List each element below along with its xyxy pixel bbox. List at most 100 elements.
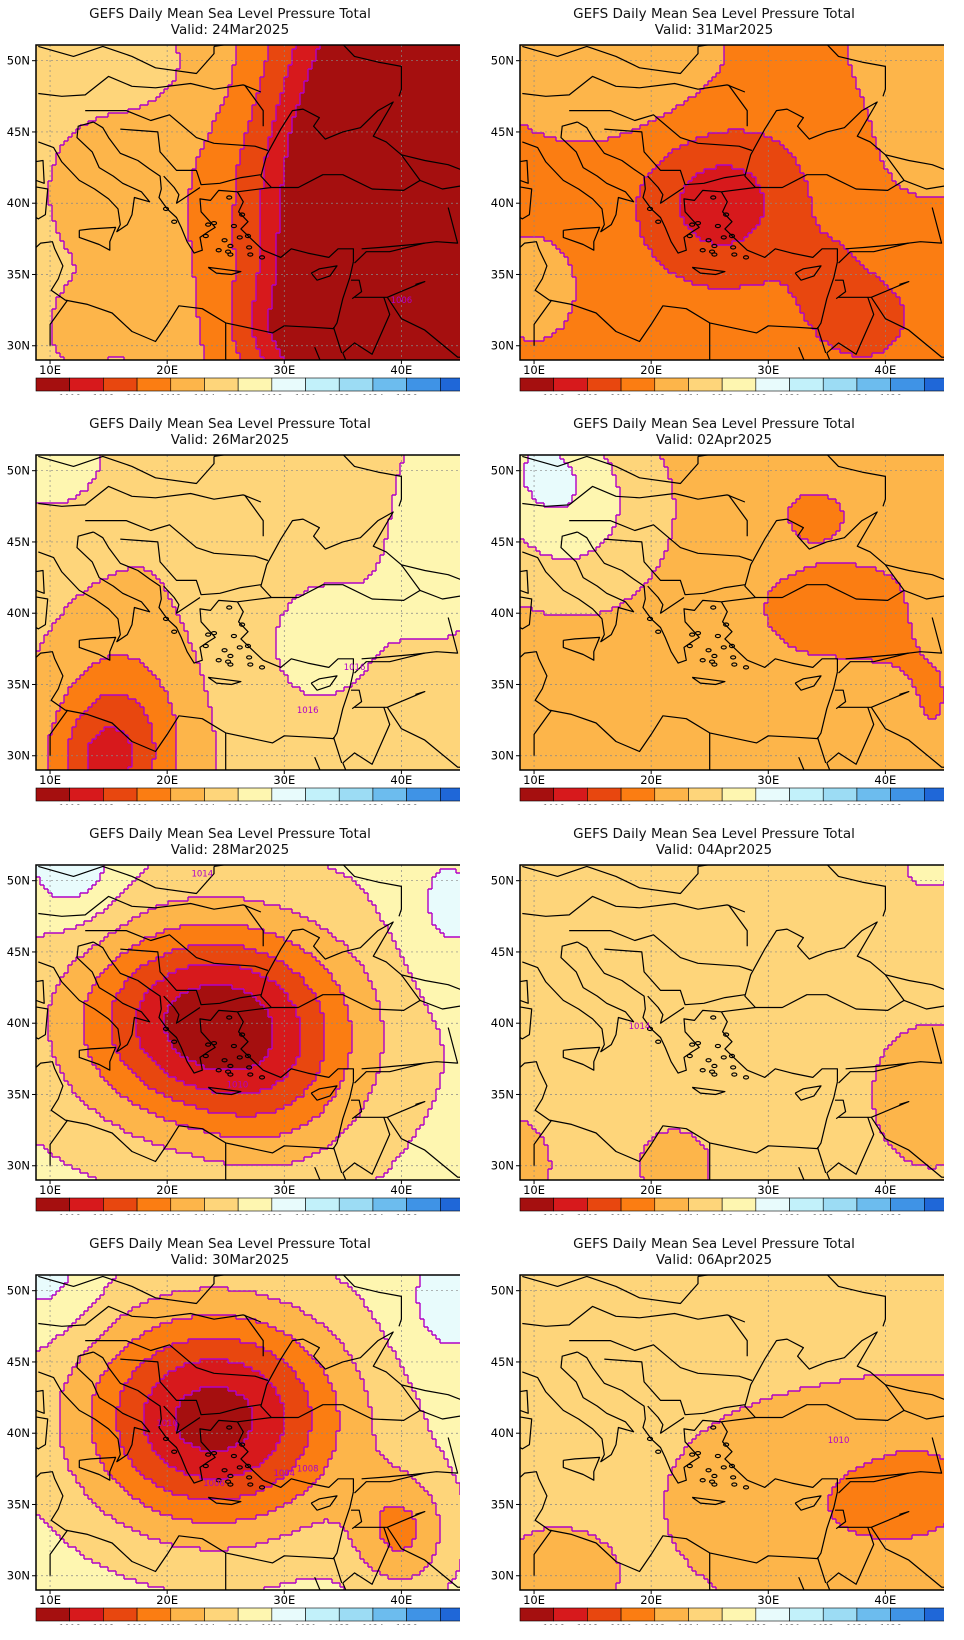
valid-date: Valid: 30Mar2025 xyxy=(170,1252,290,1268)
colorbar-label: 1006 xyxy=(543,394,565,395)
colorbar-swatch xyxy=(755,377,790,392)
contour-label: 1006 xyxy=(391,296,413,306)
colorbar: 1006 1008 1010 1012 1014 1016 1018 1020 1022 1024… xyxy=(519,787,944,805)
colorbar-label: 1018 xyxy=(745,394,767,395)
contour-label: 1016 xyxy=(344,663,366,673)
colorbar-swatch xyxy=(620,1607,656,1622)
colorbar-swatch xyxy=(755,1607,790,1622)
lon-label: 20E xyxy=(640,773,662,787)
colorbar-swatch xyxy=(553,1607,588,1622)
graticule xyxy=(520,455,944,770)
colorbar-swatch xyxy=(103,377,138,392)
colorbar-swatch xyxy=(755,787,790,802)
valid-date: Valid: 04Apr2025 xyxy=(655,842,773,858)
colorbar-label: 1014 xyxy=(194,394,216,395)
coastlines-borders xyxy=(520,455,944,770)
colorbar-label: 1024 xyxy=(846,1214,868,1215)
colorbar-swatch xyxy=(789,787,824,802)
coastlines-borders xyxy=(36,1275,460,1590)
lon-label: 40E xyxy=(874,1183,896,1197)
lon-label: 10E xyxy=(523,363,545,377)
colorbar-swatch xyxy=(305,787,340,802)
colorbar-swatch xyxy=(654,1607,689,1622)
pressure-fill xyxy=(520,1275,944,1590)
colorbar-label: 1022 xyxy=(812,1624,834,1625)
colorbar-swatch xyxy=(406,1607,441,1622)
colorbar-swatch xyxy=(338,787,374,802)
colorbar-label: 1012 xyxy=(160,1214,182,1215)
lat-label: 50N xyxy=(7,1284,30,1298)
colorbar-swatch xyxy=(69,1607,104,1622)
colorbar-label: 1022 xyxy=(812,804,834,805)
colorbar-swatch xyxy=(924,1197,944,1212)
colorbar-label: 1018 xyxy=(745,1624,767,1625)
colorbar-label: 1026 xyxy=(396,804,418,805)
coastlines-borders xyxy=(520,865,944,1180)
colorbar-swatch xyxy=(856,787,891,802)
valid-date: Valid: 28Mar2025 xyxy=(170,842,290,858)
colorbar-label: 1008 xyxy=(577,804,599,805)
lon-label: 20E xyxy=(156,1183,178,1197)
colorbar-swatch xyxy=(822,1197,858,1212)
colorbar-label: 1020 xyxy=(779,394,801,395)
colorbar: 1006 1008 1010 1012 1014 1016 1018 1020 1022 1024… xyxy=(519,1607,944,1625)
lon-label: 20E xyxy=(640,363,662,377)
map-frame xyxy=(35,454,460,771)
lon-label: 20E xyxy=(156,1593,178,1607)
colorbar-label: 1016 xyxy=(711,804,733,805)
colorbar-label: 1026 xyxy=(880,804,902,805)
lat-label: 45N xyxy=(491,1355,514,1369)
colorbar-swatch xyxy=(136,787,172,802)
colorbar-swatch xyxy=(856,377,891,392)
colorbar-swatch xyxy=(271,787,306,802)
contour-label: 1014 xyxy=(191,869,213,879)
colorbar-label: 1018 xyxy=(745,1214,767,1215)
lat-label: 30N xyxy=(7,749,30,763)
lat-label: 50N xyxy=(7,464,30,478)
colorbar-swatch xyxy=(237,377,273,392)
colorbar-label: 1008 xyxy=(93,1214,115,1215)
lon-label: 10E xyxy=(523,1593,545,1607)
colorbar-swatch xyxy=(688,1197,723,1212)
colorbar-label: 1020 xyxy=(779,1214,801,1215)
colorbar-swatch xyxy=(440,1197,460,1212)
coastlines-borders xyxy=(520,45,944,360)
map-frame xyxy=(35,864,460,1181)
colorbar-label: 1014 xyxy=(194,804,216,805)
valid-date: Valid: 02Apr2025 xyxy=(655,432,773,448)
lat-label: 50N xyxy=(7,874,30,888)
colorbar-label: 1016 xyxy=(227,394,249,395)
colorbar: 1006 1008 1010 1012 1014 1016 1018 1020 1022 1024… xyxy=(35,787,460,805)
colorbar-swatch xyxy=(35,1607,70,1622)
pressure-fill xyxy=(36,45,460,360)
colorbar-swatch xyxy=(271,1197,306,1212)
colorbar-label: 1012 xyxy=(644,1624,666,1625)
lat-label: 45N xyxy=(7,125,30,139)
colorbar-swatch xyxy=(789,1197,824,1212)
colorbar-label: 1026 xyxy=(396,394,418,395)
panel-title: GEFS Daily Mean Sea Level Pressure Total xyxy=(89,1236,371,1252)
isobar-contours xyxy=(520,45,944,358)
lat-label: 45N xyxy=(7,945,30,959)
colorbar-swatch xyxy=(822,1607,858,1622)
colorbar-swatch xyxy=(204,377,239,392)
colorbar-swatch xyxy=(688,787,723,802)
lat-label: 50N xyxy=(7,54,30,68)
colorbar-label: 1014 xyxy=(194,1624,216,1625)
lat-label: 35N xyxy=(491,1497,514,1511)
lat-label: 45N xyxy=(491,945,514,959)
colorbar-swatch xyxy=(924,787,944,802)
lon-label: 20E xyxy=(640,1183,662,1197)
colorbar-swatch xyxy=(789,1607,824,1622)
lat-label: 35N xyxy=(491,677,514,691)
colorbar-label: 1016 xyxy=(711,1624,733,1625)
pressure-map: 100650N45N40N35N30N10E20E30E40E100610081… xyxy=(7,44,460,395)
colorbar-label: 1022 xyxy=(328,394,350,395)
lat-label: 30N xyxy=(491,1569,514,1583)
lat-label: 45N xyxy=(7,535,30,549)
colorbar-label: 1008 xyxy=(577,1214,599,1215)
colorbar-swatch xyxy=(35,787,70,802)
lat-label: 40N xyxy=(491,606,514,620)
colorbar-label: 1010 xyxy=(126,1214,148,1215)
map-frame xyxy=(35,44,460,361)
